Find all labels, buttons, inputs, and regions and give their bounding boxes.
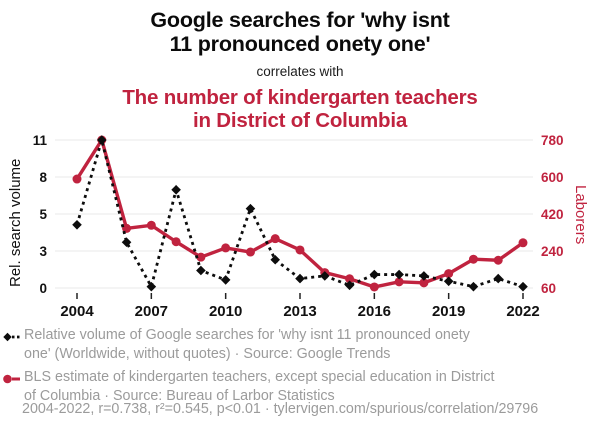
right-axis-title: Laborers — [572, 184, 589, 245]
legend-entry-teachers: BLS estimate of kindergarten teachers, e… — [2, 368, 498, 406]
title-line-2: 11 pronounced onety one' — [169, 32, 431, 56]
right-axis-tick-label: 60 — [541, 281, 556, 296]
right-axis-tick-label: 420 — [541, 207, 564, 222]
x-axis-tick-label: 2013 — [283, 303, 316, 320]
subtitle: The number of kindergarten teachers in D… — [0, 86, 600, 132]
teachers-data-point — [146, 220, 156, 230]
x-axis-tick-label: 2019 — [432, 303, 465, 320]
searches-data-point — [518, 281, 528, 292]
searches-data-point — [468, 281, 479, 292]
x-axis-tick-label: 2010 — [209, 303, 242, 320]
teachers-data-point — [444, 269, 454, 279]
black-diamond-dashed-legend-icon — [3, 332, 20, 342]
legend-diamond-glyph — [3, 332, 12, 342]
right-axis-tick-label: 600 — [541, 170, 564, 185]
stats-footer: 2004-2022, r=0.738, r²=0.545, p<0.01 · t… — [22, 401, 539, 417]
subtitle-line-2: in District of Columbia — [192, 109, 408, 132]
line-chart-plot: 0 60 3 240 5 420 8 600 11 780 2004 2007 2010 2013 2016… — [33, 133, 564, 320]
title-line-1: Google searches for 'why isnt — [150, 8, 450, 32]
teachers-data-point — [493, 255, 503, 265]
searches-data-point — [245, 203, 256, 214]
legend-circle-glyph — [3, 374, 12, 384]
teachers-data-point — [468, 254, 478, 264]
teachers-data-point — [171, 237, 181, 247]
searches-data-point — [295, 273, 305, 284]
teachers-data-point — [270, 234, 280, 244]
x-axis-tick-label: 2022 — [506, 303, 539, 320]
left-axis-tick-label: 8 — [39, 170, 47, 185]
x-axis-tick-label: 2004 — [60, 303, 94, 320]
x-axis-tick-label: 2007 — [135, 303, 168, 320]
right-axis-tick-label: 780 — [541, 133, 564, 148]
teachers-data-point — [345, 274, 355, 284]
searches-data-point — [72, 219, 82, 230]
searches-line — [75, 134, 524, 291]
left-axis-tick-label: 0 — [39, 281, 47, 296]
teachers-data-point — [245, 247, 255, 257]
legend-entry-searches: Relative volume of Google searches for '… — [2, 326, 498, 364]
legend-label-teachers: BLS estimate of kindergarten teachers, e… — [24, 369, 495, 404]
left-axis-tick-label: 5 — [39, 207, 47, 222]
teachers-data-point — [72, 174, 82, 184]
teachers-line — [75, 138, 524, 289]
left-axis-tick-label: 11 — [33, 133, 48, 148]
searches-data-point — [196, 265, 206, 276]
teachers-data-point — [122, 223, 132, 233]
teachers-data-point — [196, 252, 206, 262]
x-axis-tick-label: 2016 — [358, 303, 391, 320]
legend-label-searches: Relative volume of Google searches for '… — [24, 327, 470, 362]
searches-data-point — [96, 135, 107, 145]
searches-data-point — [146, 281, 157, 292]
searches-data-point — [171, 184, 181, 195]
searches-data-point — [369, 269, 380, 280]
searches-data-point — [493, 273, 504, 284]
teachers-data-point — [221, 243, 231, 253]
teachers-data-point — [419, 278, 429, 288]
red-circle-solid-legend-icon — [3, 374, 20, 384]
searches-data-point — [220, 275, 231, 285]
searches-data-point — [344, 280, 355, 291]
teachers-data-point — [369, 282, 379, 292]
teachers-data-point — [394, 277, 404, 287]
right-axis-tick-label: 240 — [541, 244, 564, 259]
searches-data-point — [419, 271, 429, 281]
teachers-data-point — [295, 245, 305, 255]
searches-data-point — [319, 271, 330, 281]
correlates-with-label: correlates with — [256, 64, 344, 79]
left-axis-tick-label: 3 — [39, 244, 47, 259]
subtitle-line-1: The number of kindergarten teachers — [122, 86, 478, 109]
searches-data-point — [121, 237, 132, 248]
searches-data-point — [270, 254, 281, 265]
chart-header: Google searches for 'why isnt 11 pronoun… — [0, 8, 600, 132]
searches-data-point — [443, 276, 454, 287]
teachers-data-point — [518, 238, 528, 248]
searches-data-point — [394, 269, 404, 280]
